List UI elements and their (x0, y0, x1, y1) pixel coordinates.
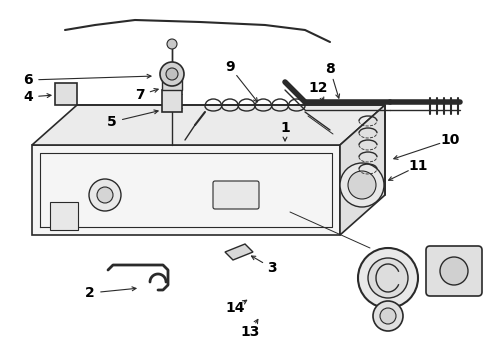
FancyBboxPatch shape (426, 246, 482, 296)
FancyBboxPatch shape (213, 181, 259, 209)
Polygon shape (32, 145, 340, 235)
Circle shape (340, 163, 384, 207)
Circle shape (380, 308, 396, 324)
Text: 4: 4 (23, 90, 33, 104)
Bar (50, 202, 78, 230)
Polygon shape (340, 105, 385, 235)
Text: 13: 13 (240, 325, 260, 339)
Text: 10: 10 (441, 133, 460, 147)
Bar (162, 76, 182, 90)
Text: 1: 1 (280, 121, 290, 135)
Polygon shape (225, 244, 253, 260)
Circle shape (97, 187, 113, 203)
Text: 9: 9 (225, 60, 235, 74)
Circle shape (166, 68, 178, 80)
Text: 5: 5 (107, 115, 117, 129)
Text: 3: 3 (267, 261, 277, 275)
Text: 6: 6 (23, 73, 33, 87)
Text: 14: 14 (225, 301, 245, 315)
Circle shape (348, 171, 376, 199)
Polygon shape (32, 105, 385, 145)
Circle shape (373, 301, 403, 331)
Text: 12: 12 (308, 81, 328, 95)
Bar (55, 83, 77, 105)
Circle shape (89, 179, 121, 211)
Wedge shape (160, 62, 184, 86)
Text: 7: 7 (135, 88, 145, 102)
Circle shape (368, 258, 408, 298)
Circle shape (440, 257, 468, 285)
Circle shape (358, 248, 418, 308)
Text: 2: 2 (85, 286, 95, 300)
Bar (162, 90, 182, 112)
Text: 8: 8 (325, 62, 335, 76)
Text: 11: 11 (408, 159, 428, 173)
Circle shape (167, 39, 177, 49)
